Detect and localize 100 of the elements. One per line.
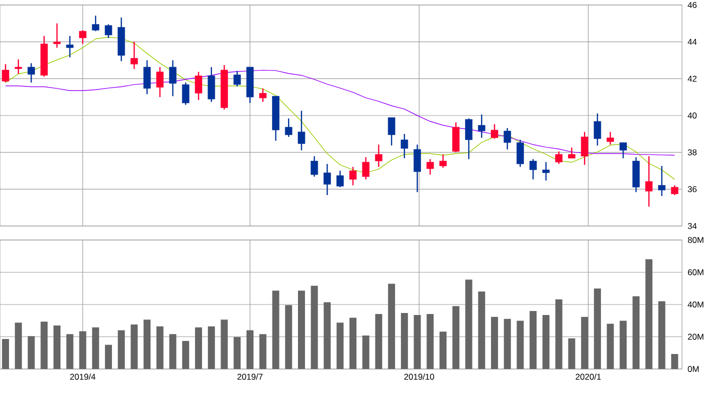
candlestick [388,116,396,146]
candlestick [234,70,241,87]
bar [555,299,562,369]
bar [658,301,666,369]
candlestick [156,66,164,98]
y-tick-label: 34 [688,223,697,229]
bar [324,302,331,369]
candlestick [349,166,357,186]
candlestick [92,15,100,32]
candlestick [298,110,306,151]
bar [92,327,100,369]
candlestick [465,118,472,160]
candlestick [478,114,486,138]
bar [208,326,215,369]
candlestick [14,58,22,74]
y-tick-label: 36 [688,186,697,192]
bar [14,322,22,369]
candlestick [580,131,588,166]
y-tick-label: 60M [688,269,704,276]
bar [594,288,601,369]
bar [375,314,382,369]
bar [195,327,202,369]
bar [298,290,305,369]
x-tick-label: 2019/7 [237,374,263,380]
bar [400,313,408,369]
candlestick [504,127,512,150]
candlestick [400,133,408,159]
bar [285,305,292,369]
candlestick [336,170,344,188]
bar [246,330,254,369]
bar [465,280,472,369]
bar [118,330,125,369]
bar [28,336,35,369]
bar [104,344,112,369]
bar [388,284,396,369]
bar [40,322,48,369]
line-series [5,36,676,180]
candlestick [529,158,537,180]
bar [452,306,460,369]
bar [259,334,266,369]
bar [182,340,190,369]
candlestick [542,162,550,182]
candlestick [516,139,524,168]
candlestick [130,41,138,70]
x-tick-label: 2019/4 [70,374,96,380]
y-tick-label: 42 [688,76,697,82]
bar [426,314,434,369]
candlestick [53,22,61,48]
bar [645,259,652,369]
bar [336,322,344,369]
candlestick [143,60,151,95]
candlestick [259,88,267,102]
bar [234,337,241,369]
candlestick [284,118,292,138]
candlestick [310,156,318,178]
y-tick-label: 46 [688,2,697,8]
bar [53,325,60,369]
candlestick [375,144,382,168]
candlestick [594,112,602,146]
bar [581,316,588,369]
candlestick [658,165,666,197]
bar [310,286,318,369]
bar [362,335,370,369]
candlestick [568,146,576,159]
candlestick [104,24,112,39]
bar [440,332,447,369]
bar [66,334,74,369]
bar [79,331,86,369]
bar [620,320,627,369]
x-tick-label: 2019/10 [404,374,434,380]
bar [606,324,614,369]
bar [542,314,550,369]
bar [414,314,421,369]
candlestick [362,156,370,180]
y-tick-label: 40 [688,112,697,118]
bar [568,338,576,369]
candlestick [620,142,627,159]
candlestick [2,64,10,83]
candlestick [66,35,74,58]
bar [504,318,511,369]
bar [169,334,176,369]
y-tick-label: 44 [688,38,697,45]
bar [530,310,537,369]
bar [478,291,486,369]
candlestick [79,30,86,44]
candlestick [490,124,498,140]
candlestick [169,60,176,97]
bar [156,326,164,369]
candlestick [645,156,653,208]
candlestick [414,144,421,193]
candlestick [182,82,190,106]
bar [220,320,228,369]
candlestick [208,66,216,102]
bar [671,354,678,369]
candlestick [555,150,562,165]
candlestick [324,163,331,196]
y-tick-label: 40M [688,302,704,308]
bar [2,339,10,369]
bar [632,296,640,369]
candlestick [194,71,202,101]
